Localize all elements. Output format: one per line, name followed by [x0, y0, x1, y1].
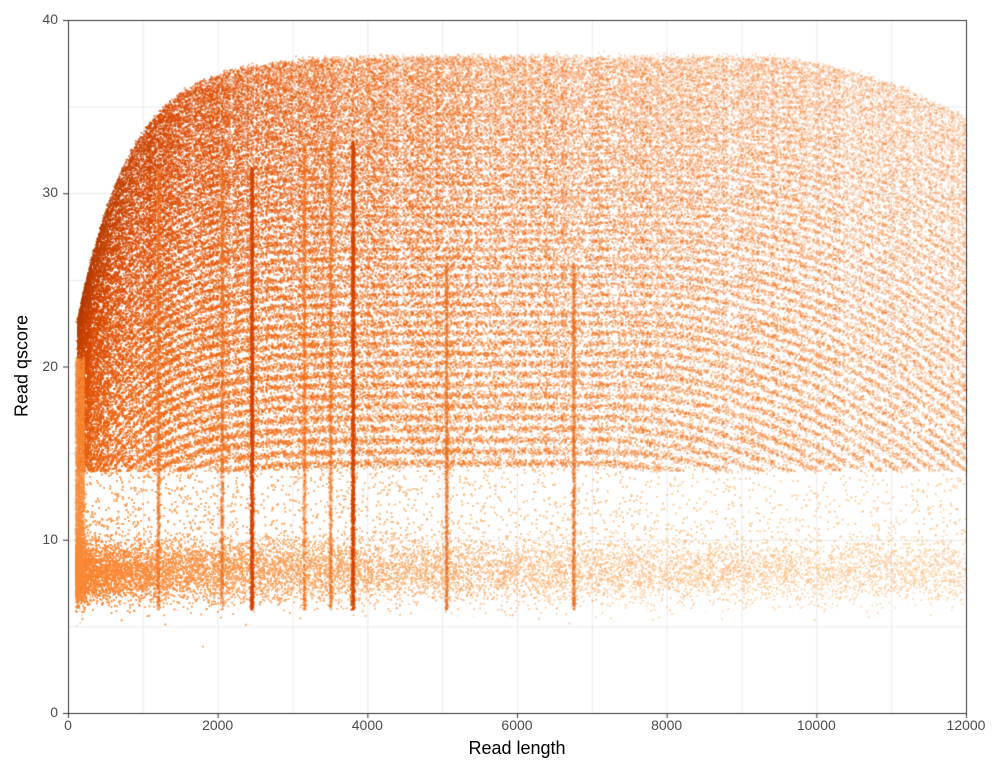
y-tick-label: 20 [42, 357, 58, 374]
y-axis-title: Read qscore [11, 314, 32, 418]
x-tick-label: 10000 [796, 717, 836, 733]
x-tick-label: 2000 [202, 717, 234, 733]
x-tick-label: 0 [64, 717, 72, 733]
x-tick-label: 6000 [501, 717, 533, 733]
y-tick-label: 0 [50, 704, 58, 720]
y-tick-label: 10 [42, 530, 58, 547]
y-tick-label: 30 [42, 184, 58, 201]
x-tick-label: 8000 [651, 717, 683, 733]
y-tick-label: 40 [42, 11, 58, 27]
x-axis-title: Read length [468, 738, 566, 758]
x-tick-label: 12000 [946, 717, 986, 733]
x-tick-label: 4000 [351, 717, 383, 733]
